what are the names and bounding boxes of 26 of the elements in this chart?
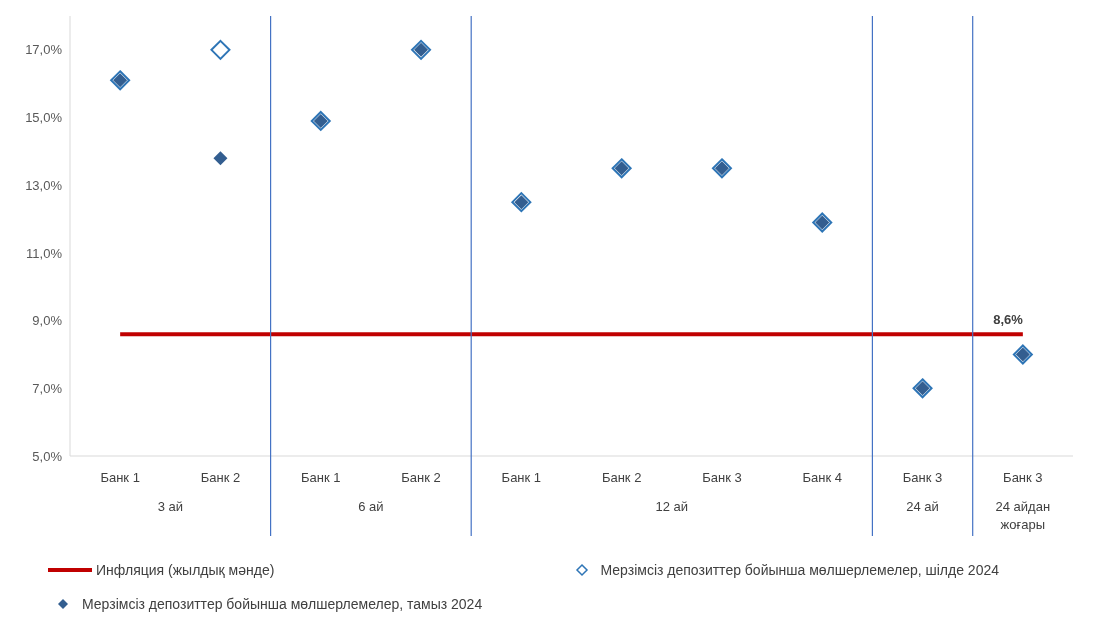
text: 3 ай (156, 498, 184, 516)
y-tick-label: 7,0% (32, 380, 63, 396)
x-tick-label: Банк 1 (501, 470, 542, 485)
x-tick-label: Банк 2 (200, 470, 241, 485)
x-tick-label: Банк 2 (601, 470, 642, 485)
y-tick-label: 15,0% (25, 110, 63, 126)
data-label: 8,6% (993, 312, 1024, 328)
text: 24 айдан жоғары (994, 498, 1052, 534)
legend-label: Мерзімсіз депозиттер бойынша мөлшерлемелер, тамыз 2024 (82, 596, 483, 612)
x-tick-label: Банк 3 (1003, 470, 1043, 485)
x-tick-label: Банк 3 (702, 470, 742, 485)
x-tick-label: Банк 3 (902, 470, 943, 485)
text: 6 ай (357, 498, 385, 516)
y-tick-label: 9,0% (32, 313, 63, 329)
y-tick-label: 17,0% (25, 42, 63, 58)
text: 24 ай (905, 498, 940, 516)
x-tick-label: Банк 2 (401, 470, 441, 485)
legend-label: Инфляция (жылдық мәнде) (96, 562, 275, 578)
y-tick-label: 11,0% (26, 245, 63, 261)
y-tick-label: 5,0% (32, 448, 63, 464)
text: 12 ай (654, 498, 690, 516)
x-tick-label: Банк 1 (100, 470, 140, 485)
x-tick-label: Банк 1 (301, 470, 341, 485)
y-tick-label: 13,0% (25, 177, 63, 193)
x-tick-label: Банк 4 (802, 470, 842, 485)
legend-label: Мерзімсіз депозиттер бойынша мөлшерлемелер, шілде 2024 (600, 562, 999, 578)
